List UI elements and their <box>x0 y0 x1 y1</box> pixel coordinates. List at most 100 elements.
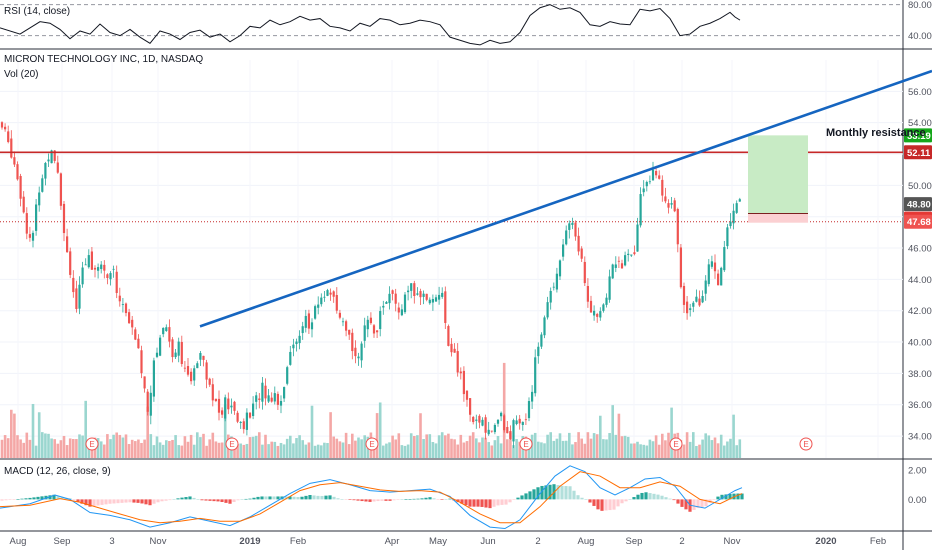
candle[interactable] <box>555 267 558 293</box>
candle[interactable] <box>357 352 360 366</box>
candle[interactable] <box>217 390 221 421</box>
candle[interactable] <box>369 312 372 325</box>
trendline[interactable] <box>199 69 932 328</box>
candle[interactable] <box>574 220 577 241</box>
candle[interactable] <box>571 217 574 230</box>
candle[interactable] <box>363 317 366 348</box>
candle[interactable] <box>679 243 682 289</box>
candle[interactable] <box>298 330 301 350</box>
candle[interactable] <box>338 309 341 320</box>
candle[interactable] <box>307 309 310 334</box>
candle[interactable] <box>710 255 713 269</box>
candle[interactable] <box>704 275 707 301</box>
candle[interactable] <box>320 293 323 307</box>
candle[interactable] <box>66 228 69 253</box>
candle[interactable] <box>428 297 431 305</box>
candle[interactable] <box>645 180 648 192</box>
candle[interactable] <box>549 287 552 310</box>
candle[interactable] <box>44 161 47 186</box>
candle[interactable] <box>400 304 403 317</box>
candle[interactable] <box>379 306 382 337</box>
candle[interactable] <box>19 173 22 207</box>
candle[interactable] <box>543 315 546 339</box>
candle[interactable] <box>403 292 407 314</box>
candle[interactable] <box>100 261 103 274</box>
candle[interactable] <box>558 259 562 280</box>
candle[interactable] <box>453 343 456 353</box>
candle[interactable] <box>407 285 410 301</box>
candle[interactable] <box>286 365 289 386</box>
candle[interactable] <box>22 191 25 214</box>
candle[interactable] <box>152 357 155 402</box>
candle[interactable] <box>155 347 159 359</box>
candle[interactable] <box>642 180 645 197</box>
candle[interactable] <box>701 290 704 304</box>
candle[interactable] <box>512 418 515 449</box>
candle[interactable] <box>252 396 255 420</box>
candle[interactable] <box>391 289 394 301</box>
candle[interactable] <box>10 130 13 159</box>
candle[interactable] <box>221 407 224 418</box>
candle[interactable] <box>382 300 385 315</box>
candle[interactable] <box>72 270 75 298</box>
candle[interactable] <box>431 294 434 311</box>
candle[interactable] <box>527 397 531 422</box>
annotations[interactable] <box>0 69 932 328</box>
candle[interactable] <box>686 295 689 320</box>
candle[interactable] <box>97 263 100 279</box>
candle[interactable] <box>16 161 19 181</box>
candle[interactable] <box>627 249 630 262</box>
candle[interactable] <box>59 172 62 210</box>
candle[interactable] <box>695 289 698 303</box>
candle[interactable] <box>351 328 354 360</box>
candle[interactable] <box>534 349 537 397</box>
candle[interactable] <box>617 256 620 269</box>
stop-zone[interactable] <box>748 213 808 223</box>
candle[interactable] <box>38 186 41 212</box>
candle[interactable] <box>624 251 627 267</box>
candle[interactable] <box>518 414 521 430</box>
candle[interactable] <box>462 366 465 402</box>
candle[interactable] <box>13 151 16 167</box>
candle[interactable] <box>255 391 258 410</box>
candle[interactable] <box>326 288 329 297</box>
candle[interactable] <box>69 247 72 279</box>
candle[interactable] <box>577 227 580 256</box>
candle[interactable] <box>385 301 388 305</box>
candle[interactable] <box>103 260 106 279</box>
candle[interactable] <box>25 207 28 240</box>
candle[interactable] <box>633 245 636 256</box>
candle[interactable] <box>465 390 469 407</box>
candle[interactable] <box>422 290 425 305</box>
candle[interactable] <box>738 197 741 202</box>
candle[interactable] <box>335 287 338 314</box>
candle[interactable] <box>611 263 614 279</box>
candle[interactable] <box>87 249 90 269</box>
candle[interactable] <box>658 170 661 180</box>
candle[interactable] <box>190 368 193 385</box>
candle[interactable] <box>521 421 524 431</box>
candle[interactable] <box>134 327 137 341</box>
candle[interactable] <box>211 378 214 407</box>
candle[interactable] <box>295 338 298 352</box>
candle[interactable] <box>605 293 608 308</box>
candle[interactable] <box>503 413 506 433</box>
candle[interactable] <box>118 287 121 307</box>
candle[interactable] <box>524 413 527 426</box>
candle[interactable] <box>580 246 583 262</box>
candle[interactable] <box>348 329 351 340</box>
candle[interactable] <box>143 376 146 393</box>
candle[interactable] <box>586 278 589 308</box>
candle[interactable] <box>388 286 391 310</box>
candle[interactable] <box>304 309 307 333</box>
candle[interactable] <box>531 385 534 409</box>
candle[interactable] <box>205 359 208 389</box>
candle[interactable] <box>475 414 478 429</box>
candle[interactable] <box>208 377 211 387</box>
candle[interactable] <box>180 335 183 367</box>
candle[interactable] <box>35 198 38 236</box>
candle[interactable] <box>636 217 639 252</box>
candle[interactable] <box>28 226 31 242</box>
candle[interactable] <box>329 288 332 301</box>
candle[interactable] <box>469 397 472 422</box>
